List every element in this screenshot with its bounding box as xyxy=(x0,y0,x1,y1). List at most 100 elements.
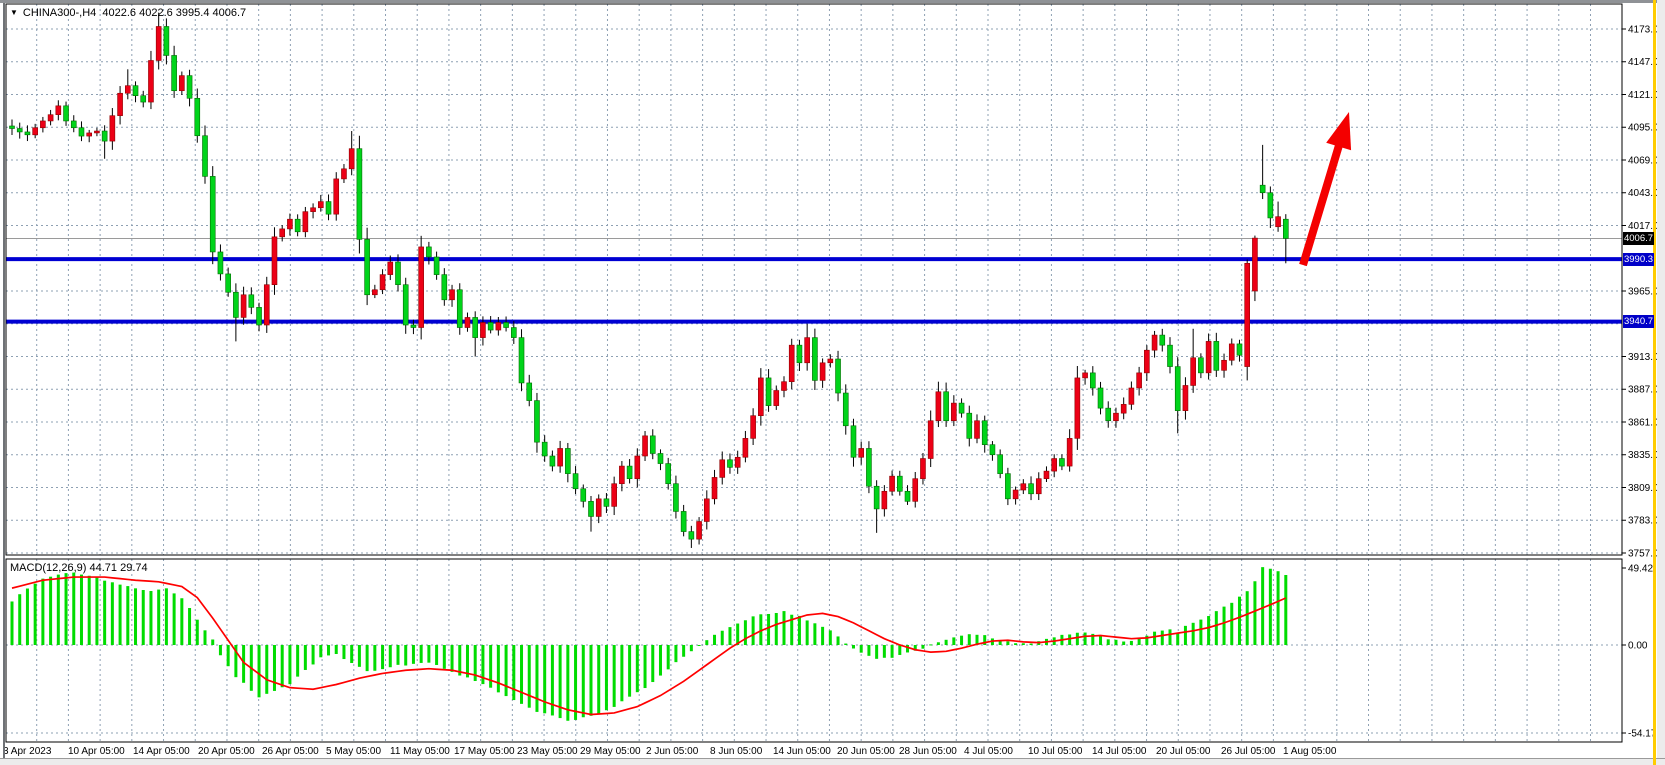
price-tick-label[interactable]: 4121.0 xyxy=(1628,90,1659,101)
date-tick-label[interactable]: 3 Apr 2023 xyxy=(3,746,52,757)
date-tick-label[interactable]: 1 Aug 05:00 xyxy=(1283,746,1337,757)
price-tick-label[interactable]: 4147.0 xyxy=(1628,57,1659,68)
candle-bull xyxy=(372,289,378,296)
support-level-badge[interactable]: 3940.7 xyxy=(1623,315,1654,329)
macd-histogram-bar xyxy=(272,645,276,691)
macd-histogram-bar xyxy=(1168,629,1172,645)
macd-signal-value: 29.74 xyxy=(120,562,148,574)
macd-tick-label[interactable]: 49.42 xyxy=(1628,564,1653,575)
date-tick-label[interactable]: 5 May 05:00 xyxy=(326,746,381,757)
macd-histogram-bar xyxy=(1253,581,1257,645)
candle-bull xyxy=(94,130,100,134)
date-tick-label[interactable]: 8 Jun 05:00 xyxy=(710,746,763,757)
date-tick-label[interactable]: 23 May 05:00 xyxy=(517,746,578,757)
date-tick-label[interactable]: 4 Jul 05:00 xyxy=(964,746,1013,757)
candle-bull xyxy=(1182,385,1189,411)
candle-bear xyxy=(958,402,965,414)
date-tick-label[interactable]: 20 Jun 05:00 xyxy=(837,746,895,757)
candle-bear xyxy=(487,322,494,331)
price-tick-label[interactable]: 3913.0 xyxy=(1628,352,1659,363)
candle-bear xyxy=(1005,473,1011,500)
active-window-edge-highlight xyxy=(1653,0,1656,765)
macd-histogram-bar xyxy=(465,645,469,678)
macd-histogram-bar xyxy=(1029,643,1033,645)
macd-histogram-bar xyxy=(774,612,778,645)
date-tick-label[interactable]: 2 Jun 05:00 xyxy=(646,746,699,757)
candle-bear xyxy=(1174,366,1181,411)
price-tick-label[interactable]: 4173.0 xyxy=(1628,25,1659,36)
candle-bull xyxy=(619,465,625,485)
candle-bull xyxy=(302,211,309,233)
date-tick-label[interactable]: 20 Jul 05:00 xyxy=(1156,746,1211,757)
macd-histogram-bar xyxy=(1006,641,1010,645)
macd-histogram-bar xyxy=(983,635,987,645)
candle-bull xyxy=(379,274,386,291)
date-tick-label[interactable]: 14 Jul 05:00 xyxy=(1092,746,1147,757)
price-tick-label[interactable]: 3809.0 xyxy=(1628,483,1659,494)
symbol-dropdown-icon[interactable]: ▼ xyxy=(10,8,18,17)
macd-tick-label[interactable]: 0.00 xyxy=(1628,641,1648,652)
macd-histogram-bar xyxy=(1268,568,1272,645)
macd-tick-label[interactable]: -54.17 xyxy=(1628,729,1657,740)
up-arrow-annotation-shaft[interactable] xyxy=(1299,139,1345,267)
macd-histogram-bar xyxy=(64,573,68,645)
macd-histogram-bar xyxy=(821,626,825,645)
macd-histogram-bar xyxy=(736,623,740,645)
macd-histogram-bar xyxy=(10,601,14,645)
date-tick-label[interactable]: 26 Jul 05:00 xyxy=(1221,746,1276,757)
date-tick-label[interactable]: 26 Apr 05:00 xyxy=(262,746,319,757)
candle-bear xyxy=(850,425,857,458)
date-tick-label[interactable]: 17 May 05:00 xyxy=(454,746,515,757)
candle-bull xyxy=(1151,334,1158,351)
price-tick-label[interactable]: 3757.0 xyxy=(1628,548,1659,559)
candle-bull xyxy=(734,456,741,468)
date-tick-label[interactable]: 14 Jun 05:00 xyxy=(773,746,831,757)
price-tick-label[interactable]: 4017.0 xyxy=(1628,221,1659,232)
resistance-level-badge[interactable]: 3990.3 xyxy=(1623,252,1654,266)
macd-histogram-bar xyxy=(759,614,763,645)
date-tick-label[interactable]: 10 Jul 05:00 xyxy=(1028,746,1083,757)
price-tick-label[interactable]: 4095.0 xyxy=(1628,123,1659,134)
candle-bear xyxy=(572,473,579,490)
date-tick-label[interactable]: 29 May 05:00 xyxy=(580,746,641,757)
candle-bull xyxy=(889,475,895,492)
date-tick-label[interactable]: 11 May 05:00 xyxy=(390,746,450,757)
candle-bull xyxy=(781,381,787,391)
price-tick-label[interactable]: 3835.0 xyxy=(1628,450,1659,461)
candle-bear xyxy=(673,483,679,512)
macd-histogram-bar xyxy=(743,620,747,645)
macd-histogram-bar xyxy=(218,645,222,656)
date-tick-label[interactable]: 10 Apr 05:00 xyxy=(68,746,125,757)
macd-histogram-bar xyxy=(1021,643,1025,645)
price-tick-label[interactable]: 4043.0 xyxy=(1628,188,1659,199)
price-tick-label[interactable]: 3965.0 xyxy=(1628,286,1659,297)
candle-bull xyxy=(1228,343,1235,361)
macd-histogram-bar xyxy=(720,630,724,645)
candle-bear xyxy=(472,317,479,338)
candle-bull xyxy=(827,358,834,364)
macd-histogram-bar xyxy=(195,619,199,645)
macd-histogram-bar xyxy=(558,645,562,719)
date-tick-label[interactable]: 20 Apr 05:00 xyxy=(198,746,255,757)
candle-bull xyxy=(1074,377,1081,439)
candle-bull xyxy=(418,246,424,328)
up-arrow-annotation-head[interactable] xyxy=(1326,112,1352,151)
date-tick-label[interactable]: 14 Apr 05:00 xyxy=(133,746,190,757)
macd-histogram-bar xyxy=(41,578,45,645)
price-tick-label[interactable]: 4069.0 xyxy=(1628,155,1659,166)
candle-bear xyxy=(256,307,262,326)
date-tick-label[interactable]: 28 Jun 05:00 xyxy=(899,746,957,757)
price-tick-label[interactable]: 3861.0 xyxy=(1628,417,1659,428)
candle-bull xyxy=(935,391,942,422)
candle-bear xyxy=(549,455,556,467)
candle-bear xyxy=(433,256,440,275)
candle-bear xyxy=(1059,458,1065,467)
price-tick-label[interactable]: 3887.0 xyxy=(1628,385,1659,396)
macd-histogram-bar xyxy=(149,591,153,645)
price-tick-label[interactable]: 3783.0 xyxy=(1628,516,1659,527)
candle-bull xyxy=(881,490,888,510)
macd-histogram-bar xyxy=(705,640,709,645)
candle-bear xyxy=(997,454,1003,474)
candle-bear xyxy=(209,176,216,253)
macd-histogram-bar xyxy=(288,645,292,685)
